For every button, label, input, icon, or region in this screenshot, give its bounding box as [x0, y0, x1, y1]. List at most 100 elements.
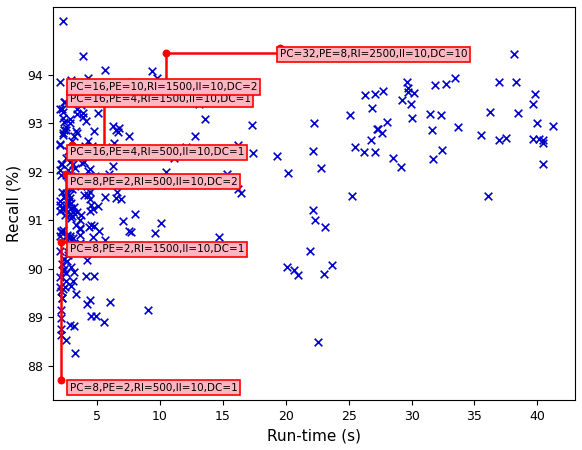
Point [66, 204, 76, 212]
Point [56, 161, 65, 168]
Point [485, 108, 494, 116]
Point [79, 113, 88, 120]
Point [55, 197, 65, 204]
Point [68, 173, 77, 180]
Point [533, 120, 542, 127]
Point [62, 190, 71, 197]
Point [61, 211, 70, 218]
Point [118, 217, 127, 224]
Point [85, 196, 94, 203]
Point [56, 377, 65, 384]
Point [68, 248, 77, 255]
Point [409, 89, 418, 96]
Point [67, 186, 76, 193]
Point [406, 101, 416, 108]
Point [61, 154, 70, 162]
Point [89, 272, 98, 279]
Point [66, 172, 76, 179]
Point [150, 230, 159, 237]
Point [56, 227, 66, 234]
Point [72, 290, 81, 297]
Point [158, 147, 167, 154]
Point [162, 50, 171, 57]
Point [61, 171, 70, 179]
Point [63, 231, 72, 239]
Point [528, 136, 537, 143]
Point [147, 68, 157, 75]
Point [68, 142, 77, 149]
Point [67, 137, 76, 144]
Point [284, 170, 293, 177]
Point [62, 202, 71, 209]
Point [59, 285, 68, 292]
Point [528, 100, 538, 107]
Point [55, 274, 65, 281]
Point [108, 123, 118, 130]
Point [308, 206, 317, 213]
Point [108, 144, 117, 151]
Text: PC=8,PE=2,RI=500,II=10,DC=1: PC=8,PE=2,RI=500,II=10,DC=1 [70, 382, 237, 393]
Point [58, 206, 68, 213]
Point [60, 256, 69, 263]
Point [72, 221, 81, 228]
Point [169, 154, 178, 162]
Point [94, 202, 103, 210]
Point [79, 242, 88, 249]
Point [402, 78, 411, 86]
Point [494, 79, 503, 86]
Point [290, 266, 299, 274]
Point [77, 159, 87, 166]
Point [112, 188, 122, 195]
Point [71, 150, 80, 157]
Point [56, 171, 66, 179]
Point [123, 179, 133, 186]
Point [69, 132, 78, 140]
Point [60, 284, 69, 291]
Point [158, 179, 168, 186]
Y-axis label: Recall (%): Recall (%) [7, 165, 22, 242]
Point [305, 247, 314, 254]
Point [73, 129, 82, 136]
Point [371, 148, 380, 156]
Point [69, 234, 78, 241]
Point [125, 228, 134, 235]
Point [111, 126, 120, 133]
Point [87, 202, 96, 209]
Point [90, 172, 100, 179]
Point [371, 90, 380, 98]
Point [211, 181, 220, 188]
Point [80, 152, 90, 159]
Point [55, 248, 64, 255]
Point [59, 118, 69, 126]
Point [407, 115, 416, 122]
Point [94, 149, 104, 156]
Point [316, 165, 325, 172]
Point [55, 167, 65, 174]
Point [58, 189, 67, 196]
Point [65, 210, 74, 217]
Point [427, 126, 436, 134]
Point [85, 188, 94, 195]
Point [80, 143, 90, 150]
X-axis label: Run-time (s): Run-time (s) [267, 428, 361, 443]
Point [100, 194, 109, 201]
Point [83, 256, 92, 264]
Point [63, 251, 73, 258]
Point [90, 152, 100, 159]
Point [56, 314, 65, 321]
Point [66, 200, 76, 207]
Point [68, 213, 77, 220]
Point [60, 126, 69, 134]
Point [83, 167, 93, 174]
Point [84, 137, 93, 144]
Point [93, 110, 102, 117]
Point [152, 74, 162, 81]
Point [530, 90, 540, 98]
Point [511, 78, 520, 86]
Point [70, 349, 79, 356]
Point [93, 175, 102, 182]
Point [86, 297, 95, 304]
Point [58, 227, 68, 234]
Point [389, 155, 398, 162]
Point [293, 271, 303, 279]
